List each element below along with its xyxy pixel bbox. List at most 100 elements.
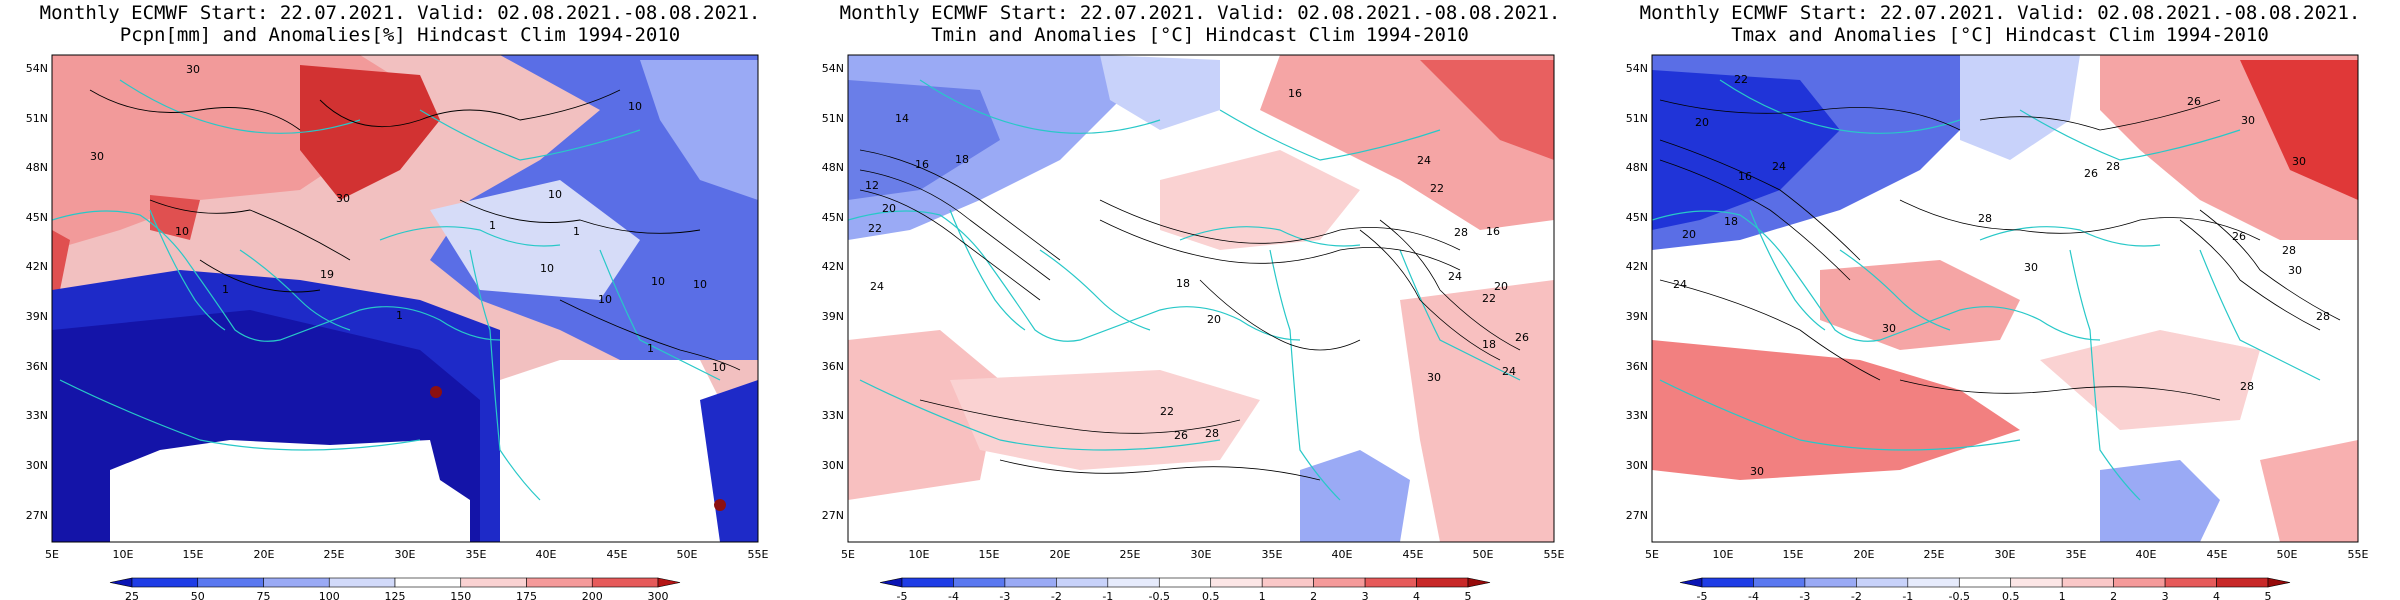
coastline — [848, 79, 1521, 501]
colorbar-segment — [131, 577, 199, 588]
panel-subtitle: Pcpn[mm] and Anomalies[%] Hindcast Clim … — [119, 24, 681, 46]
contour-lines — [1659, 99, 2341, 401]
anomaly-moist-area — [640, 60, 758, 200]
lat-label: 39N — [1626, 310, 1648, 323]
colorbar-segment — [1856, 577, 1909, 588]
colorbar-segment — [1753, 577, 1806, 588]
colorbar-label: -0.5 — [1149, 590, 1170, 600]
lon-label: 20E — [254, 548, 275, 561]
contour-label: 10 — [175, 225, 189, 238]
contour-label: 1 — [396, 309, 403, 322]
anomaly-very-dry-area — [300, 65, 440, 200]
colorbar-label: -5 — [897, 590, 908, 600]
contour-label: 16 — [1288, 87, 1302, 100]
contour-label: 26 — [2232, 230, 2246, 243]
contour-label: 24 — [1417, 154, 1431, 167]
contour-label: 10 — [548, 188, 562, 201]
lat-label: 36N — [1626, 360, 1648, 373]
lat-label: 51N — [822, 112, 844, 125]
no-data-area — [110, 440, 470, 542]
colorbar-label: -2 — [1051, 590, 1062, 600]
colorbar-segment — [1261, 577, 1314, 588]
contour-label: 22 — [1734, 73, 1748, 86]
contour-label: 18 — [1176, 277, 1190, 290]
lat-label: 36N — [26, 360, 48, 373]
latitude-labels: 54N 51N 48N 45N 42N 39N 36N 33N 30N 27N — [822, 62, 844, 522]
contour-label: 10 — [540, 262, 554, 275]
lat-label: 45N — [1626, 211, 1648, 224]
colorbar-label: -2 — [1851, 590, 1862, 600]
colorbar-segment — [394, 577, 462, 588]
contour-label: 30 — [2241, 114, 2255, 127]
contour-label: 30 — [186, 63, 200, 76]
colorbar-segment — [1056, 577, 1109, 588]
tmax-map: 22 26 30 20 24 28 30 16 18 20 24 26 28 3… — [1626, 54, 2369, 600]
lon-label: 45E — [2207, 548, 2228, 561]
lat-label: 45N — [26, 211, 48, 224]
contour-label: 28 — [1454, 226, 1468, 239]
lon-label: 25E — [1924, 548, 1945, 561]
colorbar-arrow-high — [2267, 577, 2291, 588]
panel-title: Monthly ECMWF Start: 22.07.2021. Valid: … — [839, 2, 1561, 24]
lat-label: 51N — [1626, 112, 1648, 125]
contour-label: 20 — [1494, 280, 1508, 293]
colorbar-label: 3 — [1362, 590, 1369, 600]
lon-label: 55E — [1544, 548, 1565, 561]
colorbar-segment — [2216, 577, 2269, 588]
colorbar-segment — [460, 577, 527, 588]
lat-label: 42N — [822, 260, 844, 273]
lon-label: 20E — [1050, 548, 1071, 561]
contour-label: 19 — [320, 268, 334, 281]
lon-label: 40E — [1332, 548, 1353, 561]
colorbar-segment — [2113, 577, 2166, 588]
colorbar-label: 0.5 — [1202, 590, 1220, 600]
anomaly-warm-area — [1652, 340, 2020, 480]
anomaly-cold-area — [848, 80, 1000, 200]
anomaly-dry-spot — [430, 386, 442, 398]
lon-label: 50E — [2277, 548, 2298, 561]
contour-label: 30 — [1882, 322, 1896, 335]
lon-label: 5E — [1645, 548, 1659, 561]
lon-label: 15E — [183, 548, 204, 561]
lon-label: 35E — [466, 548, 487, 561]
lat-label: 39N — [822, 310, 844, 323]
colorbar-label: 100 — [319, 590, 340, 600]
contour-label: 28 — [2316, 310, 2330, 323]
lat-label: 48N — [1626, 161, 1648, 174]
contour-labels: 14 16 18 20 22 24 12 16 18 20 22 24 26 2… — [865, 87, 1529, 442]
colorbar-segment — [328, 577, 396, 588]
lon-label: 45E — [1403, 548, 1424, 561]
lon-label: 5E — [45, 548, 59, 561]
contour-label: 10 — [693, 278, 707, 291]
anomaly-cool-area — [1300, 450, 1410, 542]
lon-label: 50E — [677, 548, 698, 561]
map-frame — [51, 54, 759, 543]
tmin-map: 14 16 18 20 22 24 12 16 18 20 22 24 26 2… — [822, 54, 1565, 600]
map-frame — [1651, 54, 2359, 543]
contour-label: 26 — [2187, 95, 2201, 108]
colorbar-segment — [1210, 577, 1263, 588]
coastline — [52, 79, 721, 501]
contour-label: 30 — [1750, 465, 1764, 478]
anomaly-dry-spot — [714, 499, 726, 511]
anomaly-warm-area — [848, 330, 1000, 500]
contour-label: 28 — [1205, 427, 1219, 440]
lon-label: 10E — [1713, 548, 1734, 561]
contour-label: 24 — [1448, 270, 1462, 283]
panel-title: Monthly ECMWF Start: 22.07.2021. Valid: … — [1639, 2, 2361, 24]
colorbar-label: -4 — [1748, 590, 1759, 600]
contour-label: 10 — [712, 361, 726, 374]
contour-label: 28 — [1978, 212, 1992, 225]
lon-label: 40E — [536, 548, 557, 561]
contour-label: 30 — [1427, 371, 1441, 384]
contour-label: 22 — [868, 222, 882, 235]
colorbar-label: 0.5 — [2002, 590, 2020, 600]
lon-label: 35E — [1262, 548, 1283, 561]
contour-label: 22 — [1482, 292, 1496, 305]
lon-label: 15E — [1783, 548, 1804, 561]
colorbar-segment — [526, 577, 593, 588]
contour-label: 14 — [895, 112, 909, 125]
contour-label: 16 — [1486, 225, 1500, 238]
colorbar-label: 200 — [582, 590, 603, 600]
contour-label: 24 — [1673, 278, 1687, 291]
